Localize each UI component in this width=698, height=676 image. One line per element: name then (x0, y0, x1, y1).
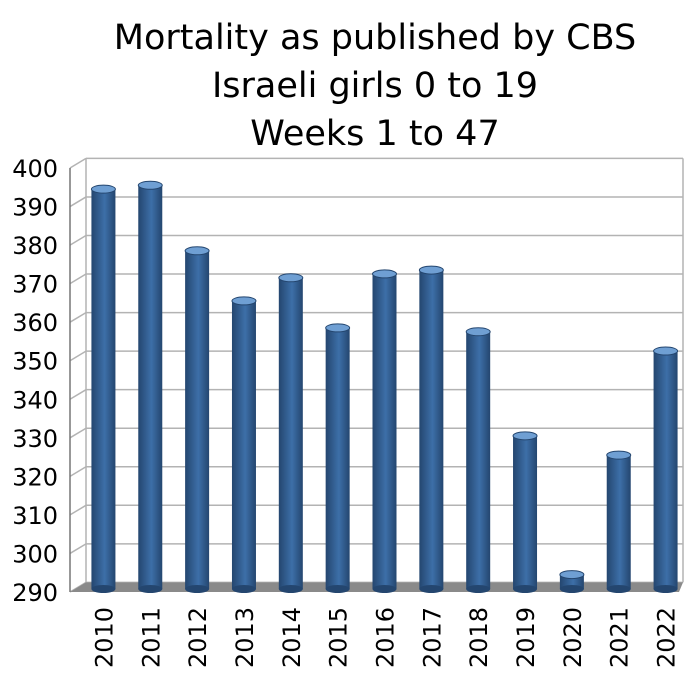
bar-body (231, 300, 256, 589)
x-tick-label: 2012 (184, 607, 212, 668)
gridline-side (69, 504, 87, 516)
bar-base (372, 585, 397, 593)
bar-body (91, 189, 116, 590)
bar (653, 346, 679, 593)
y-tick-label: 400 (12, 155, 58, 183)
bar-body (653, 351, 678, 589)
bar-body (278, 277, 303, 589)
bar-body (138, 185, 163, 590)
y-tick-label: 300 (12, 540, 58, 568)
gridline-side (69, 350, 87, 362)
bar-base (278, 585, 303, 593)
bar-top (418, 265, 444, 275)
bar-base (185, 585, 210, 593)
bar-body (513, 435, 538, 589)
bar-top (559, 570, 585, 580)
x-tick-label: 2014 (278, 607, 306, 668)
bar-top (184, 246, 210, 256)
bar-body (372, 273, 397, 589)
gridline-side (69, 234, 87, 246)
bar-top (606, 450, 632, 460)
bar-body (606, 455, 631, 589)
bar-body (419, 270, 444, 589)
x-tick-label: 2015 (325, 607, 353, 668)
bar (465, 327, 491, 593)
bar (325, 323, 351, 593)
gridline-side (69, 157, 87, 169)
bar (184, 246, 210, 593)
chart-title-line-3: Weeks 1 to 47 (250, 114, 500, 154)
bar-body (325, 327, 350, 589)
bar (372, 269, 397, 593)
bar (606, 450, 632, 593)
y-tick-label: 390 (12, 194, 58, 222)
bar-base (91, 585, 116, 593)
bar-base (513, 585, 538, 593)
gridline-side (69, 196, 87, 208)
bar-top (278, 273, 304, 283)
bar-top (231, 296, 257, 306)
chart-title-line-2: Israeli girls 0 to 19 (211, 66, 539, 106)
bar-base (559, 585, 584, 593)
bar-base (606, 585, 631, 593)
x-tick-label: 2016 (372, 607, 400, 668)
x-tick-label: 2018 (465, 607, 493, 668)
gridline-side (69, 273, 87, 285)
chart-title: Mortality as published by CBS Israeli gi… (60, 14, 690, 158)
x-tick-label: 2022 (653, 607, 681, 668)
bar-base (325, 585, 350, 593)
bars (90, 180, 679, 593)
y-tick-label: 320 (12, 463, 58, 491)
bar (278, 273, 304, 593)
x-tick-label: 2011 (137, 607, 165, 668)
bar-base (419, 585, 444, 593)
x-tick-label: 2017 (418, 607, 446, 668)
bar-top (512, 431, 538, 441)
y-tick-label: 340 (12, 386, 58, 414)
bar-base (653, 585, 678, 593)
bar-top (90, 184, 116, 194)
bar (512, 431, 538, 593)
bar-top (325, 323, 351, 333)
bar-top (465, 327, 491, 337)
x-axis-tick-labels: 2010 2011 2012 2013 2014 2015 2016 2017 2018 2019… (90, 607, 680, 668)
y-tick-label: 350 (12, 348, 58, 376)
x-tick-label: 2013 (231, 607, 259, 668)
bar (231, 296, 257, 593)
gridline-side (69, 466, 87, 478)
bar-base (466, 585, 491, 593)
bar (137, 180, 163, 593)
bar-top (372, 269, 397, 279)
bar-base (231, 585, 256, 593)
bar (418, 265, 444, 593)
x-tick-label: 2021 (606, 607, 634, 668)
gridline-side (69, 427, 87, 439)
chart-title-line-1: Mortality as published by CBS (113, 18, 637, 58)
gridline-side (69, 543, 87, 555)
x-tick-label: 2010 (90, 607, 118, 668)
y-tick-label: 370 (12, 271, 58, 299)
y-tick-label: 380 (12, 232, 58, 260)
y-tick-label: 290 (12, 579, 58, 607)
bar-body (466, 331, 491, 589)
y-tick-label: 360 (12, 309, 58, 337)
bar-top (137, 180, 163, 190)
bar-top (653, 346, 679, 356)
y-tick-label: 330 (12, 425, 58, 453)
y-axis-tick-labels: 290 300 310 320 330 340 350 360 370 380 390 400 (12, 155, 58, 607)
bar (559, 570, 585, 593)
x-tick-label: 2020 (559, 607, 587, 668)
bar-base (138, 585, 163, 593)
y-tick-label: 310 (12, 502, 58, 530)
gridline-side (69, 311, 87, 323)
axes (69, 158, 684, 592)
gridline-side (69, 389, 87, 400)
bar (90, 184, 116, 593)
bar-body (185, 250, 210, 590)
x-tick-label: 2019 (512, 607, 540, 668)
